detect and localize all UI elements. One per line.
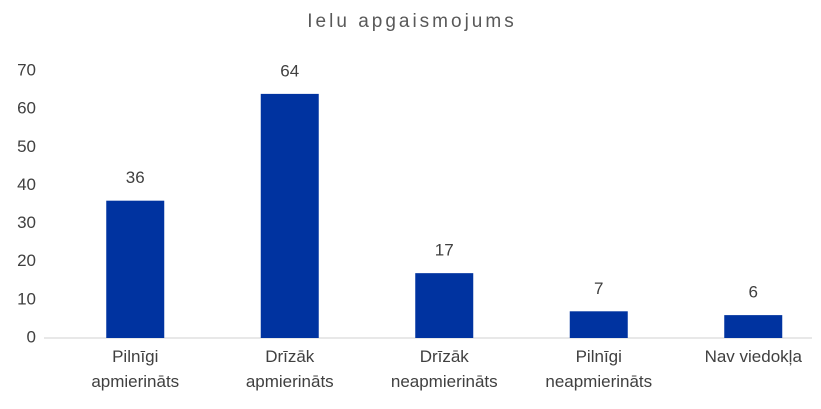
- data-label: 17: [435, 241, 454, 260]
- data-label: 6: [749, 283, 758, 302]
- y-tick-label: 50: [17, 137, 36, 156]
- y-tick-label: 0: [27, 327, 36, 346]
- x-tick-label: Nav viedokļa: [704, 347, 802, 366]
- bar: [415, 273, 474, 338]
- data-label: 64: [280, 61, 299, 80]
- bar: [569, 311, 628, 338]
- y-tick-label: 30: [17, 213, 36, 232]
- x-tick-label: Drīzāk neapmierināts: [390, 347, 498, 391]
- y-tick-label: 20: [17, 251, 36, 270]
- y-tick-label: 60: [17, 99, 36, 118]
- chart-title: Ielu apgaismojums: [307, 11, 516, 32]
- y-tick-label: 10: [17, 289, 36, 308]
- y-tick-label: 40: [17, 175, 36, 194]
- x-tick-label: Pilnīgi apmierināts: [91, 347, 180, 391]
- y-tick-label: 70: [17, 60, 36, 79]
- data-label: 36: [126, 168, 145, 187]
- data-label: 7: [594, 279, 603, 298]
- bar: [106, 200, 165, 338]
- x-tick-label: Pilnīgi neapmierināts: [545, 347, 653, 391]
- bar: [724, 315, 783, 338]
- x-tick-label: Drīzāk apmierināts: [245, 347, 334, 391]
- bar: [260, 93, 319, 338]
